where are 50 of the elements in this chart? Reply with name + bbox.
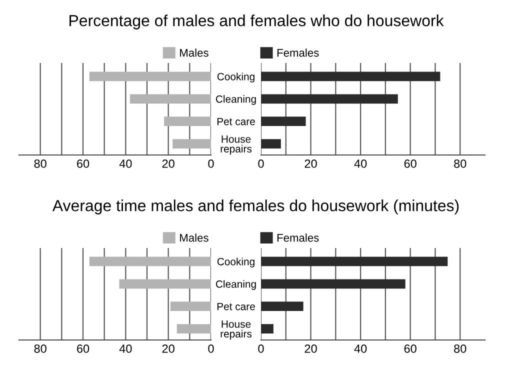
- bar: [261, 94, 398, 104]
- y-tick-label: Cleaning: [216, 95, 256, 105]
- y-tick-label: Cooking: [217, 72, 254, 82]
- x-tick-label: 20: [162, 159, 174, 168]
- bar: [261, 256, 448, 266]
- legend-label: Females: [277, 234, 319, 242]
- x-tick-label: 20: [162, 344, 174, 353]
- x-tick-label: 80: [454, 159, 466, 168]
- bar: [261, 116, 306, 126]
- x-tick-label: 40: [119, 159, 132, 168]
- x-tick-label: 20: [304, 344, 317, 353]
- bar: [261, 139, 281, 148]
- y-tick-label: House repairs: [220, 320, 252, 340]
- x-tick-label: 60: [77, 159, 90, 168]
- legend-label: Females: [277, 48, 319, 57]
- y-tick-label: Cleaning: [216, 280, 256, 290]
- bar: [89, 72, 211, 82]
- x-tick-label: 0: [208, 159, 214, 168]
- x-tick-label: 40: [354, 159, 367, 168]
- x-tick-label: 20: [304, 159, 317, 168]
- x-tick-label: 60: [77, 344, 90, 353]
- y-tick-label: Pet care: [217, 118, 255, 126]
- bar: [164, 116, 211, 126]
- x-tick-label: 80: [454, 344, 466, 353]
- x-tick-label: 80: [34, 159, 46, 168]
- x-tick-label: 60: [404, 159, 416, 168]
- bar: [119, 279, 211, 289]
- x-tick-label: 0: [258, 159, 264, 168]
- y-tick-label: Pet care: [217, 302, 255, 310]
- x-tick-label: 40: [119, 344, 132, 353]
- bar: [170, 302, 211, 312]
- text: Average time males and females do housework (minutes): [52, 200, 459, 214]
- x-tick-label: 0: [208, 344, 214, 353]
- y-tick-label: Cooking: [217, 258, 254, 268]
- x-tick-label: 0: [258, 344, 264, 353]
- bar: [130, 94, 211, 104]
- bar: [89, 256, 211, 266]
- bar: [261, 302, 304, 312]
- legend-label: Males: [180, 48, 208, 57]
- bar: [176, 324, 211, 334]
- legend-label: Males: [180, 234, 208, 242]
- text: Percentage of males and females who do housework: [70, 14, 444, 30]
- y-tick-label: House repairs: [220, 136, 252, 155]
- x-tick-label: 80: [34, 344, 46, 353]
- x-tick-label: 40: [354, 344, 367, 353]
- bar: [172, 139, 211, 148]
- bar: [261, 324, 274, 334]
- bar: [261, 279, 406, 289]
- bar: [261, 72, 440, 82]
- x-tick-label: 60: [404, 344, 416, 353]
